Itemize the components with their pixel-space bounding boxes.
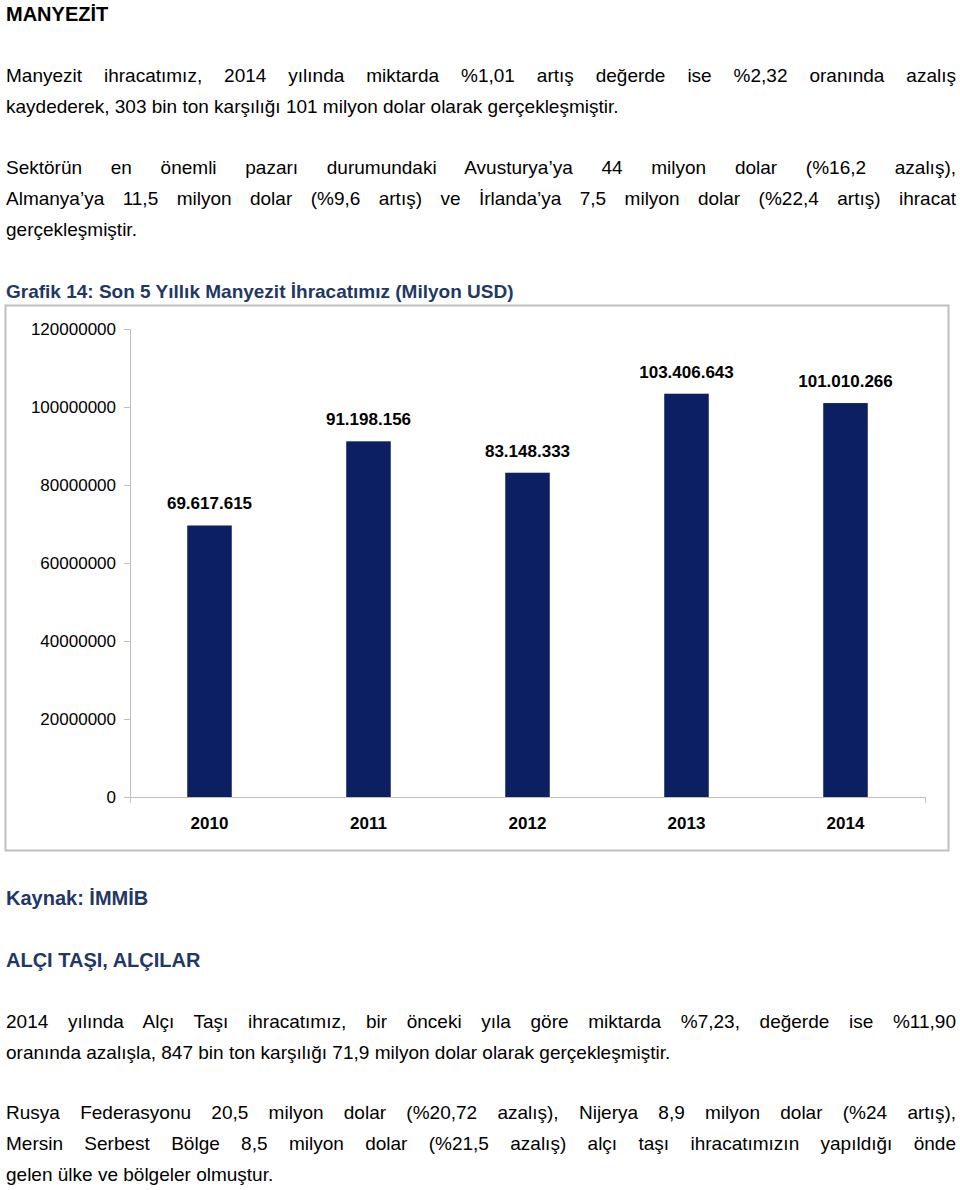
data-label: 69.617.615 — [167, 494, 252, 513]
y-tick-label: 0 — [107, 788, 116, 807]
bar — [823, 403, 868, 797]
heading: Kaynak: İMMİB — [6, 884, 956, 912]
text-line: Sektörün en önemli pazarı durumundaki Av… — [6, 152, 956, 183]
y-tick: 40000000 — [40, 632, 130, 651]
x-axis-line — [131, 798, 926, 804]
heading: MANYEZİT — [6, 0, 956, 28]
text-line: oranında azalışla, 847 bin ton karşılığı… — [6, 1037, 956, 1068]
paragraph: Sektörün en önemli pazarı durumundaki Av… — [6, 152, 956, 245]
data-label: 101.010.266 — [798, 372, 893, 391]
x-tick-label: 2014 — [827, 814, 865, 833]
x-tick: 2011 — [350, 797, 387, 833]
x-tick: 2010 — [191, 797, 229, 833]
text-line: gerçekleşmiştir. — [6, 214, 956, 245]
paragraph: 2014 yılında Alçı Taşı ihracatımız, bir … — [6, 1006, 956, 1068]
text-line: 2014 yılında Alçı Taşı ihracatımız, bir … — [6, 1006, 956, 1037]
text-line: Rusya Federasyonu 20,5 milyon dolar (%20… — [6, 1097, 956, 1128]
bar — [187, 525, 232, 797]
y-tick: 100000000 — [31, 398, 130, 417]
y-tick-mark — [124, 797, 130, 798]
text-line: Mersin Serbest Bölge 8,5 milyon dolar (%… — [6, 1128, 956, 1159]
text-line: Almanya’ya 11,5 milyon dolar (%9,6 artış… — [6, 183, 956, 214]
paragraph: Manyezit ihracatımız, 2014 yılında mikta… — [6, 60, 956, 122]
y-tick-mark — [124, 563, 130, 564]
y-tick-label: 60000000 — [40, 554, 116, 573]
data-label: 103.406.643 — [639, 363, 734, 382]
bars — [187, 394, 868, 797]
text-line: gelen ülke ve bölgeler olmuştur. — [6, 1159, 956, 1190]
bar — [346, 441, 391, 797]
x-axis: 2010 2011 2012 2013 2014 — [131, 797, 926, 833]
chart-title: Grafik 14: Son 5 Yıllık Manyezit İhracat… — [6, 278, 956, 306]
bar — [505, 473, 550, 797]
x-tick: 2014 — [827, 797, 865, 833]
text-line: Manyezit ihracatımız, 2014 yılında mikta… — [6, 60, 956, 91]
y-tick: 80000000 — [40, 476, 130, 495]
y-tick: 120000000 — [31, 320, 130, 339]
y-tick-label: 80000000 — [40, 476, 116, 495]
chart-frame — [6, 306, 949, 851]
y-axis-line — [124, 330, 131, 798]
x-tick-label: 2011 — [350, 814, 387, 833]
data-label: 83.148.333 — [485, 442, 570, 461]
y-tick: 20000000 — [40, 710, 130, 729]
y-tick-label: 20000000 — [40, 710, 116, 729]
y-tick-mark — [124, 641, 130, 642]
chart: 0 20000000 40000000 60000000 80000000 1000000… — [0, 300, 960, 860]
x-tick: 2013 — [668, 797, 706, 833]
x-tick-label: 2013 — [668, 814, 706, 833]
paragraph: Rusya Federasyonu 20,5 milyon dolar (%20… — [6, 1097, 956, 1190]
y-tick: 60000000 — [40, 554, 130, 573]
y-tick-label: 40000000 — [40, 632, 116, 651]
x-tick: 2012 — [509, 797, 547, 833]
heading: ALÇI TAŞI, ALÇILAR — [6, 946, 956, 974]
y-tick-label: 120000000 — [31, 320, 116, 339]
text-line: kaydederek, 303 bin ton karşılığı 101 mi… — [6, 91, 956, 122]
x-tick-label: 2012 — [509, 814, 547, 833]
y-tick-mark — [124, 329, 130, 330]
y-tick-label: 100000000 — [31, 398, 116, 417]
data-label: 91.198.156 — [326, 410, 411, 429]
data-labels: 69.617.615 91.198.156 83.148.333 103.406.64… — [167, 363, 893, 514]
y-tick: 0 — [107, 788, 130, 807]
y-axis: 0 20000000 40000000 60000000 80000000 1000000… — [31, 320, 131, 807]
bar — [664, 394, 709, 797]
x-tick-label: 2010 — [191, 814, 229, 833]
y-tick-mark — [124, 407, 130, 408]
y-tick-mark — [124, 485, 130, 486]
y-tick-mark — [124, 719, 130, 720]
